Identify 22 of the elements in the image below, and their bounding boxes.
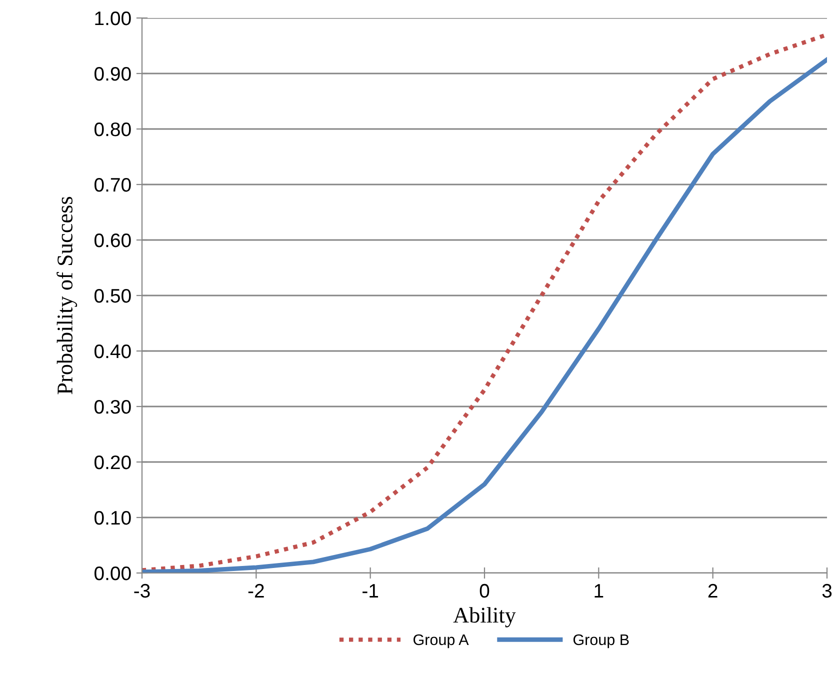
y-tick-label: 0.50 xyxy=(94,288,131,303)
x-tick-label: -2 xyxy=(248,584,264,598)
y-tick-label: 0.70 xyxy=(94,178,131,192)
x-tick-label: -1 xyxy=(362,584,378,598)
y-tick-label: 0.80 xyxy=(94,122,131,136)
x-axis-title: Ability xyxy=(453,607,516,628)
x-tick-label: 0 xyxy=(480,584,490,598)
y-tick-label: 0.20 xyxy=(94,455,131,470)
legend-label: Group A xyxy=(414,634,469,648)
y-tick-label: 0.00 xyxy=(94,566,131,580)
y-tick-label: 0.90 xyxy=(94,66,131,81)
x-tick-label: 2 xyxy=(708,584,718,598)
y-axis-title: Probability of Success xyxy=(56,196,78,394)
y-tick-label: 0.10 xyxy=(94,510,131,525)
y-tick-label: 0.60 xyxy=(94,233,131,248)
x-tick-label: 1 xyxy=(594,584,604,598)
y-tick-label: 0.40 xyxy=(94,344,131,358)
x-tick-label: 3 xyxy=(822,584,832,598)
y-tick-label: 1.00 xyxy=(95,11,131,26)
y-tick-label: 0.30 xyxy=(94,400,131,414)
x-tick-label: -3 xyxy=(134,584,150,598)
legend-label: Group B xyxy=(573,634,629,648)
